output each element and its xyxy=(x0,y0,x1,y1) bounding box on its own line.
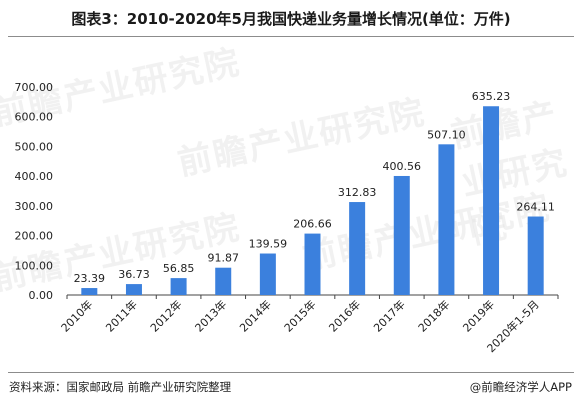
bar xyxy=(438,144,455,295)
y-tick-label: 100.00 xyxy=(15,259,54,272)
x-tick-label: 2016年 xyxy=(326,297,363,334)
data-label: 91.87 xyxy=(207,252,239,265)
x-tick-label: 2013年 xyxy=(192,297,229,334)
x-tick-label: 2014年 xyxy=(237,297,274,334)
data-label: 635.23 xyxy=(472,90,511,103)
y-tick-label: 200.00 xyxy=(15,230,54,243)
data-label: 23.39 xyxy=(74,272,106,285)
bar xyxy=(170,278,187,295)
bar xyxy=(81,288,98,295)
bar xyxy=(483,106,500,295)
chart-title: 图表3：2010-2020年5月我国快递业务量增长情况(单位：万件) xyxy=(71,10,511,28)
bar xyxy=(215,267,232,295)
bar xyxy=(349,202,366,295)
data-label: 507.10 xyxy=(427,128,466,141)
data-label: 312.83 xyxy=(338,186,377,199)
y-tick-label: 700.00 xyxy=(15,81,54,94)
footer-divider xyxy=(8,372,574,373)
x-tick-label: 2010年 xyxy=(58,297,95,334)
y-tick-label: 0.00 xyxy=(29,289,54,302)
x-tick-label: 2019年 xyxy=(460,297,497,334)
x-tick-label: 2012年 xyxy=(147,297,184,334)
y-tick-label: 600.00 xyxy=(15,111,54,124)
source-note: 资料来源：国家邮政局 前瞻产业研究院整理 xyxy=(9,380,232,394)
x-tick-label: 2011年 xyxy=(103,297,140,334)
y-tick-label: 300.00 xyxy=(15,200,54,213)
x-tick-label: 2017年 xyxy=(370,297,407,334)
brand-credit: @前瞻经济学人APP xyxy=(469,380,572,394)
data-label: 56.85 xyxy=(163,262,195,275)
bar xyxy=(259,253,276,295)
bar xyxy=(125,284,142,295)
x-tick-label: 2018年 xyxy=(415,297,452,334)
bar xyxy=(393,175,410,295)
bar xyxy=(527,216,544,295)
data-label: 139.59 xyxy=(249,238,288,251)
data-label: 400.56 xyxy=(383,160,422,173)
x-tick-label: 2015年 xyxy=(281,297,318,334)
data-label: 36.73 xyxy=(118,268,150,281)
y-tick-label: 500.00 xyxy=(15,140,54,153)
bar xyxy=(304,233,321,295)
y-tick-label: 400.00 xyxy=(15,170,54,183)
title-divider xyxy=(8,36,574,37)
data-label: 206.66 xyxy=(293,218,332,231)
data-label: 264.11 xyxy=(516,201,555,214)
